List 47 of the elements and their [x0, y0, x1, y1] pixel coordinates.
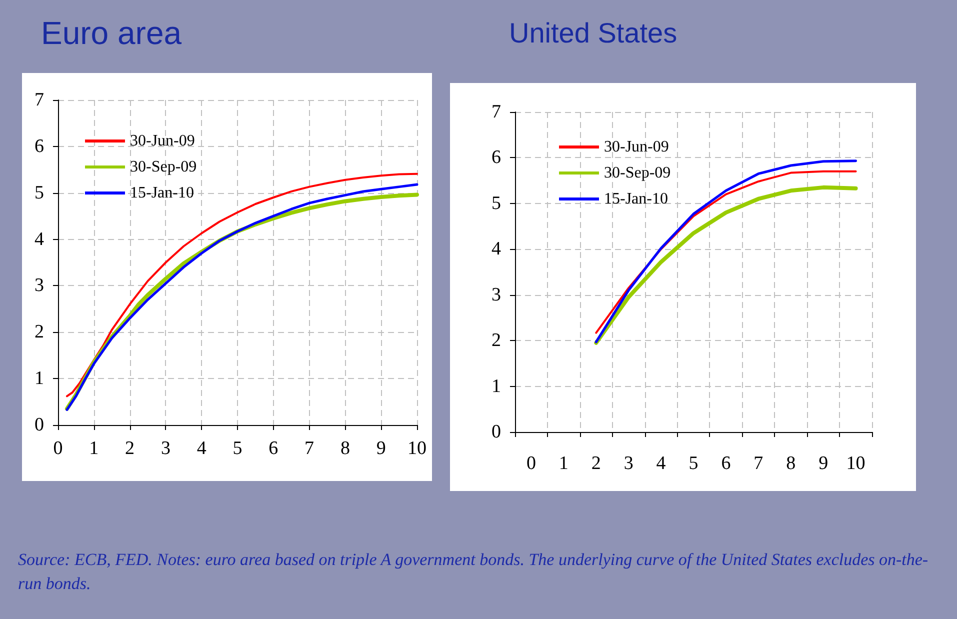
- source-note: Source: ECB, FED. Notes: euro area based on triple A government bonds. The underlying curve of the United States excludes on-the-run bonds.: [18, 549, 930, 595]
- x-tick-label: 0: [526, 453, 536, 474]
- legend-label: 15-Jan-10: [130, 184, 194, 202]
- y-tick-label: 7: [34, 90, 44, 110]
- legend-label: 30-Sep-09: [604, 164, 671, 182]
- y-tick-label: 6: [34, 136, 44, 157]
- x-tick-label: 1: [558, 453, 568, 474]
- x-tick-label: 3: [160, 438, 170, 459]
- y-tick-label: 1: [492, 376, 501, 397]
- x-tick-label: 10: [846, 453, 866, 474]
- y-tick-label: 1: [34, 368, 44, 390]
- x-tick-label: 9: [376, 438, 386, 459]
- legend-label: 30-Sep-09: [130, 158, 197, 176]
- y-tick-label: 0: [34, 414, 44, 436]
- x-tick-label: 1: [89, 438, 99, 459]
- x-tick-label: 4: [196, 438, 207, 459]
- legend-label: 15-Jan-10: [604, 190, 668, 208]
- y-tick-label: 5: [34, 182, 44, 204]
- y-tick-label: 4: [492, 238, 502, 260]
- x-tick-label: 4: [656, 453, 666, 474]
- y-tick-label: 5: [492, 192, 501, 214]
- legend-label: 30-Jun-09: [604, 138, 669, 156]
- x-tick-label: 6: [721, 453, 731, 474]
- y-tick-label: 0: [492, 422, 501, 442]
- x-tick-label: 7: [304, 438, 314, 459]
- chart-title: Euro area: [41, 15, 182, 51]
- y-tick-label: 4: [34, 228, 44, 250]
- y-tick-label: 2: [492, 330, 501, 352]
- x-tick-label: 8: [340, 438, 350, 459]
- x-tick-label: 5: [688, 453, 698, 474]
- x-tick-label: 9: [818, 453, 828, 474]
- y-tick-label: 7: [492, 102, 501, 122]
- x-tick-label: 10: [408, 438, 426, 459]
- x-tick-label: 2: [125, 438, 135, 459]
- y-tick-label: 6: [492, 147, 501, 168]
- x-tick-label: 3: [624, 453, 634, 474]
- x-tick-label: 8: [786, 453, 796, 474]
- y-tick-label: 2: [34, 322, 44, 343]
- x-tick-label: 7: [754, 453, 764, 474]
- y-tick-label: 3: [34, 275, 44, 296]
- legend-label: 30-Jun-09: [130, 132, 195, 150]
- chart-title: United States: [509, 18, 678, 48]
- x-tick-label: 5: [232, 438, 242, 459]
- x-tick-label: 2: [591, 453, 601, 474]
- x-tick-label: 0: [53, 438, 63, 459]
- y-tick-label: 3: [492, 284, 501, 306]
- x-tick-label: 6: [268, 438, 278, 459]
